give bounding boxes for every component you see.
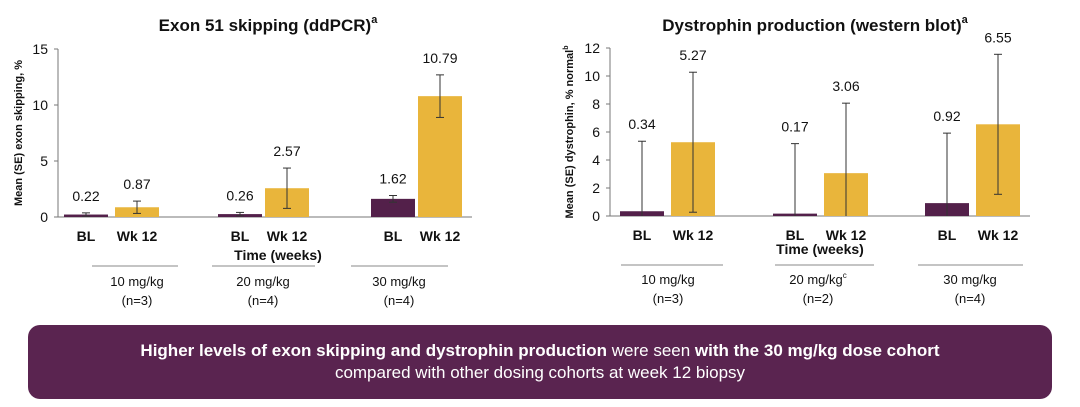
bar-category-label: Wk 12: [826, 227, 867, 243]
value-label: 0.26: [226, 187, 253, 203]
n-label: (n=4): [384, 293, 415, 308]
y-tick-label: 10: [32, 97, 48, 113]
value-label: 0.87: [123, 176, 150, 192]
n-label: (n=4): [955, 291, 986, 306]
summary-banner: Higher levels of exon skipping and dystr…: [28, 325, 1052, 399]
chart-2: Dystrophin production (western blot)a Mea…: [563, 14, 1030, 306]
chart-title: Exon 51 skipping (ddPCR)a: [159, 14, 379, 35]
x-axis-label: Time (weeks): [234, 247, 322, 263]
y-tick-label: 0: [40, 209, 48, 225]
n-label: (n=3): [653, 291, 684, 306]
y-tick-label: 8: [592, 96, 600, 112]
bar-category-label: BL: [786, 227, 805, 243]
y-tick-label: 5: [40, 153, 48, 169]
n-label: (n=3): [122, 293, 153, 308]
x-axis-label: Time (weeks): [776, 241, 864, 257]
y-tick-label: 0: [592, 208, 600, 224]
bar-category-label: Wk 12: [267, 228, 308, 244]
chart-title: Dystrophin production (western blot)a: [662, 14, 968, 35]
n-label: (n=2): [803, 291, 834, 306]
chart-1: Exon 51 skipping (ddPCR)a Mean (SE) exon …: [13, 14, 472, 308]
value-label: 2.57: [273, 143, 300, 159]
banner-bold-a: Higher levels of exon skipping and dystr…: [140, 341, 608, 360]
n-label: (n=4): [248, 293, 279, 308]
value-label: 3.06: [832, 78, 859, 94]
dose-label: 30 mg/kg: [943, 272, 996, 287]
value-label: 0.34: [628, 116, 655, 132]
dose-label: 20 mg/kg: [236, 274, 289, 289]
y-axis-label: Mean (SE) exon skipping, %: [13, 60, 25, 206]
value-label: 6.55: [984, 29, 1011, 45]
value-label: 5.27: [679, 47, 706, 63]
dose-label: 10 mg/kg: [641, 272, 694, 287]
y-tick-label: 10: [584, 68, 600, 84]
y-tick-label: 15: [32, 41, 48, 57]
dose-label: 30 mg/kg: [372, 274, 425, 289]
charts-canvas: Exon 51 skipping (ddPCR)a Mean (SE) exon …: [13, 14, 1030, 308]
y-axis-label: Mean (SE) dystrophin, % normalb: [563, 46, 576, 219]
value-label: 0.22: [72, 188, 99, 204]
bar-category-label: BL: [231, 228, 250, 244]
value-label: 0.92: [933, 108, 960, 124]
bar-category-label: BL: [384, 228, 403, 244]
banner-bold-b: with the 30 mg/kg dose cohort: [694, 341, 940, 360]
banner-normal: were seen: [607, 341, 695, 360]
dose-label: 20 mg/kgc: [789, 271, 846, 287]
bar-category-label: Wk 12: [978, 227, 1019, 243]
y-tick-label: 4: [592, 152, 600, 168]
bar-category-label: BL: [633, 227, 652, 243]
y-tick-label: 6: [592, 124, 600, 140]
value-label: 10.79: [422, 50, 457, 66]
bar-category-label: BL: [77, 228, 96, 244]
value-label: 0.17: [781, 119, 808, 135]
y-tick-label: 12: [584, 40, 600, 56]
banner-line-1: Higher levels of exon skipping and dystr…: [140, 340, 939, 362]
bar-category-label: Wk 12: [673, 227, 714, 243]
bar-category-label: Wk 12: [420, 228, 461, 244]
value-label: 1.62: [379, 170, 406, 186]
banner-line-2: compared with other dosing cohorts at we…: [334, 363, 746, 382]
bar-bl: [371, 198, 415, 217]
bar-category-label: Wk 12: [117, 228, 158, 244]
y-tick-label: 2: [592, 180, 600, 196]
bar-category-label: BL: [938, 227, 957, 243]
dose-label: 10 mg/kg: [110, 274, 163, 289]
